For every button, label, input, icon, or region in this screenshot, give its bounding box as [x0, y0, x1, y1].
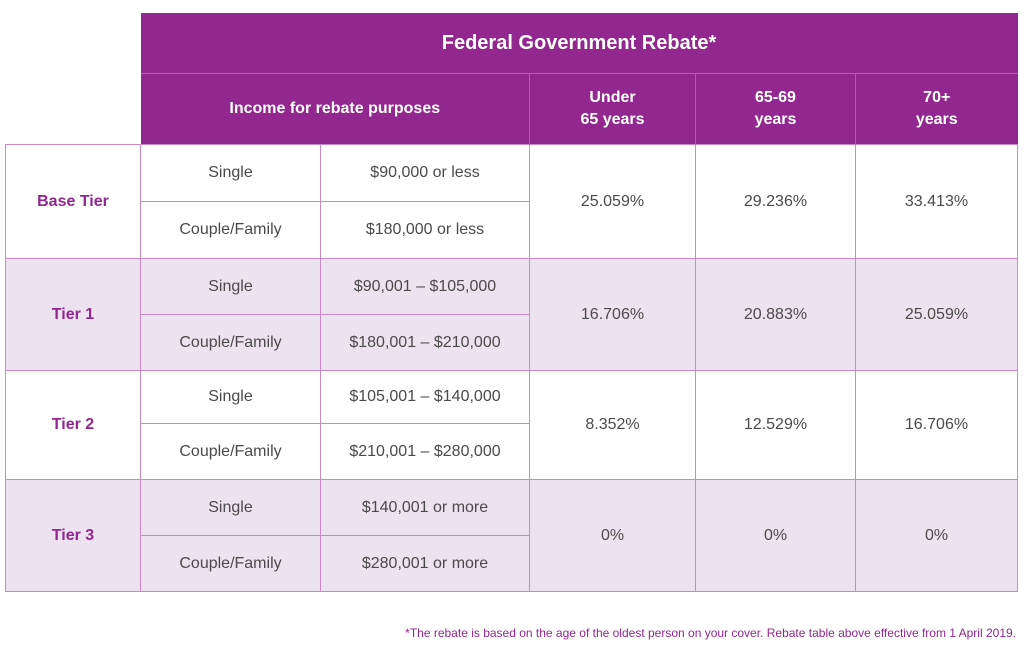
- tier-label: Base Tier: [5, 144, 141, 259]
- income-range: $180,000 or less: [320, 201, 530, 259]
- rate-65-69: 29.236%: [695, 144, 856, 259]
- age-header-70-plus: 70+ years: [855, 73, 1018, 145]
- income-range: $105,001 – $140,000: [320, 370, 530, 424]
- rate-65-69: 20.883%: [695, 258, 856, 371]
- age-header-line2: years: [754, 111, 797, 128]
- income-range: $140,001 or more: [320, 479, 530, 536]
- household-type: Couple/Family: [140, 535, 321, 592]
- age-header-line1: 65-69: [755, 89, 796, 106]
- income-range: $210,001 – $280,000: [320, 423, 530, 480]
- household-type: Single: [140, 370, 321, 424]
- rate-65-69: 12.529%: [695, 370, 856, 480]
- income-range: $90,001 – $105,000: [320, 258, 530, 315]
- household-type: Couple/Family: [140, 423, 321, 480]
- income-range: $280,001 or more: [320, 535, 530, 592]
- household-type: Couple/Family: [140, 314, 321, 371]
- tier-label: Tier 3: [5, 479, 141, 592]
- household-type: Single: [140, 258, 321, 315]
- age-header-line1: Under: [589, 89, 636, 106]
- rate-under-65: 0%: [529, 479, 696, 592]
- age-header-line2: 65 years: [580, 111, 645, 128]
- income-range: $90,000 or less: [320, 144, 530, 202]
- income-header: Income for rebate purposes: [140, 73, 530, 145]
- rebate-table: Federal Government Rebate* Income for re…: [5, 13, 1018, 592]
- corner-blank: [5, 13, 141, 145]
- household-type: Couple/Family: [140, 201, 321, 259]
- age-header-line1: 70+: [923, 89, 951, 106]
- tier-label: Tier 2: [5, 370, 141, 480]
- rate-70-plus: 16.706%: [855, 370, 1018, 480]
- rate-65-69: 0%: [695, 479, 856, 592]
- age-header-under-65: Under 65 years: [529, 73, 696, 145]
- footnote: *The rebate is based on the age of the o…: [405, 626, 1016, 640]
- rate-under-65: 8.352%: [529, 370, 696, 480]
- rate-70-plus: 25.059%: [855, 258, 1018, 371]
- age-header-65-69: 65-69 years: [695, 73, 856, 145]
- rate-under-65: 16.706%: [529, 258, 696, 371]
- age-header-line2: years: [915, 111, 958, 128]
- tier-label: Tier 1: [5, 258, 141, 371]
- rate-70-plus: 33.413%: [855, 144, 1018, 259]
- income-range: $180,001 – $210,000: [320, 314, 530, 371]
- household-type: Single: [140, 144, 321, 202]
- table-title: Federal Government Rebate*: [140, 13, 1018, 74]
- rate-under-65: 25.059%: [529, 144, 696, 259]
- household-type: Single: [140, 479, 321, 536]
- rate-70-plus: 0%: [855, 479, 1018, 592]
- rebate-table-container: Federal Government Rebate* Income for re…: [5, 13, 1018, 592]
